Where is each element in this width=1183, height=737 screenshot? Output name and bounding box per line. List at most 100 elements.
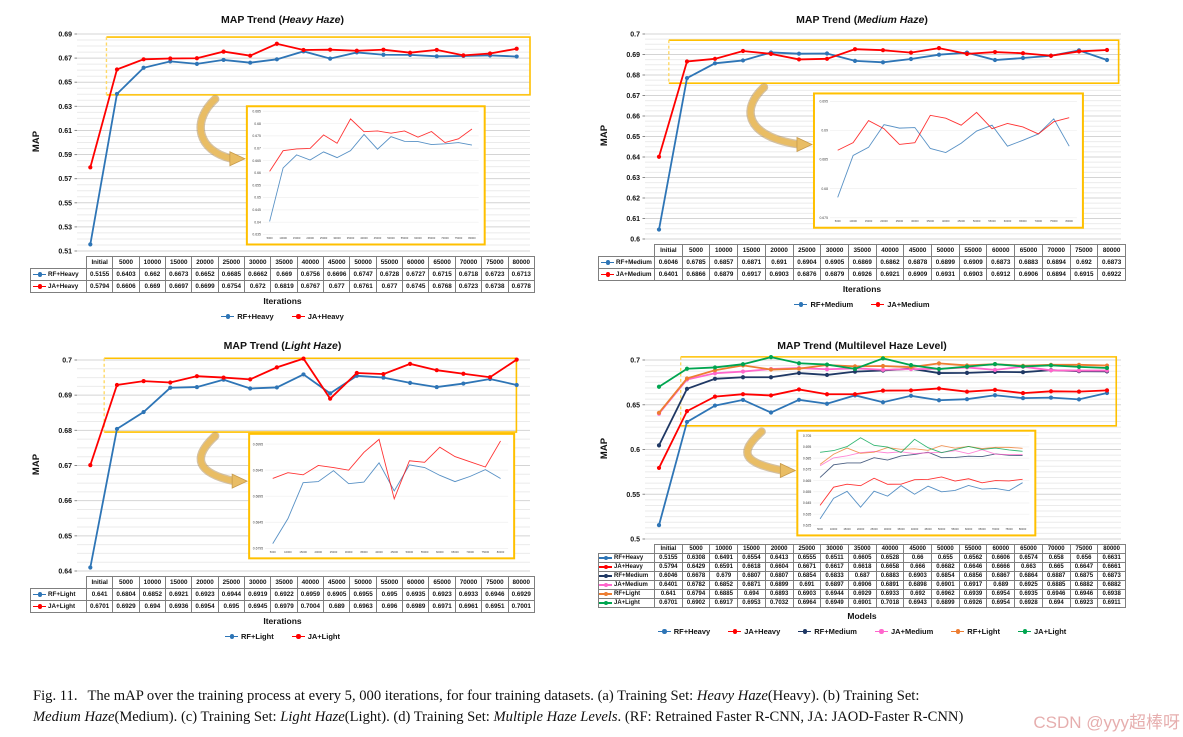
table-cell: 0.6785 bbox=[681, 256, 711, 269]
svg-text:0.7: 0.7 bbox=[62, 358, 72, 365]
svg-text:0.63: 0.63 bbox=[58, 104, 72, 111]
table-cell: 0.6767 bbox=[296, 280, 325, 293]
y-axis-label: MAP bbox=[599, 124, 610, 146]
table-row: JA+Light 0.6701 0.6929 0.694 0.6936 0.6954 0.6… bbox=[30, 600, 535, 613]
svg-text:65000: 65000 bbox=[1019, 219, 1027, 223]
svg-text:0.675: 0.675 bbox=[252, 134, 261, 138]
series-marker-icon bbox=[657, 629, 671, 635]
svg-text:65000: 65000 bbox=[978, 527, 986, 531]
column-header: 45000 bbox=[323, 576, 351, 589]
table-cell: 0.6882 bbox=[1069, 580, 1099, 590]
table-row: RF+Light 0.641 0.6794 0.6885 0.694 0.6893 0.69… bbox=[598, 589, 1126, 599]
table-cell: 0.6574 bbox=[1014, 553, 1043, 563]
table-cell: 0.6715 bbox=[428, 268, 456, 281]
svg-text:45000: 45000 bbox=[390, 550, 398, 554]
column-header: 60000 bbox=[986, 244, 1016, 257]
table-cell: 0.6661 bbox=[1097, 562, 1126, 572]
table-corner-cell bbox=[599, 245, 655, 257]
table-header-row: Initial 5000 10000 15000 20000 25000 30000 3500… bbox=[599, 244, 1126, 257]
column-header: 25000 bbox=[792, 244, 822, 257]
svg-text:20000: 20000 bbox=[880, 219, 888, 223]
table-cell: 0.6864 bbox=[1014, 571, 1043, 581]
svg-text:0.68: 0.68 bbox=[821, 187, 828, 191]
series-marker-icon bbox=[599, 591, 612, 597]
table-cell: 0.6871 bbox=[737, 580, 766, 590]
svg-text:35000: 35000 bbox=[360, 550, 368, 554]
svg-text:0.635: 0.635 bbox=[803, 512, 812, 516]
table-cell: 0.6903 bbox=[958, 268, 988, 281]
column-header: 65000 bbox=[1014, 544, 1043, 554]
legend-item: RF+Light bbox=[225, 632, 274, 641]
column-header: 55000 bbox=[958, 244, 988, 257]
table-cell: 0.6882 bbox=[1097, 580, 1126, 590]
table-cell: 0.6429 bbox=[681, 562, 711, 572]
svg-text:0.66: 0.66 bbox=[58, 498, 72, 505]
table-cell: 0.7001 bbox=[507, 600, 535, 613]
table-cell: 0.6662 bbox=[244, 268, 272, 281]
column-header: 80000 bbox=[1097, 544, 1126, 554]
table-cell: 0.6905 bbox=[820, 256, 849, 269]
table-cell: 0.6491 bbox=[709, 553, 739, 563]
table-cell: 0.6606 bbox=[112, 280, 140, 293]
svg-text:0.5: 0.5 bbox=[630, 537, 640, 543]
svg-text:65000: 65000 bbox=[428, 236, 436, 240]
svg-text:55000: 55000 bbox=[988, 219, 996, 223]
table-cell: 0.6944 bbox=[820, 589, 849, 599]
title-text: ) bbox=[337, 340, 342, 352]
table-cell: 0.672 bbox=[244, 280, 272, 293]
title-italic: Medium Haze bbox=[857, 14, 925, 26]
chart-legend: RF+Heavy JA+Heavy RF+Medium JA+Medium RF+Lig… bbox=[598, 627, 1126, 636]
table-cell: 0.6862 bbox=[875, 256, 905, 269]
table-cell: 0.6939 bbox=[958, 589, 988, 599]
legend-label: JA+Medium bbox=[887, 300, 930, 309]
column-header: 40000 bbox=[875, 244, 905, 257]
svg-text:30000: 30000 bbox=[911, 219, 919, 223]
table-cell: 0.6917 bbox=[737, 268, 766, 281]
column-header: 15000 bbox=[165, 576, 193, 589]
svg-text:0.685: 0.685 bbox=[803, 456, 812, 460]
svg-text:20000: 20000 bbox=[315, 550, 323, 554]
column-header: 70000 bbox=[1041, 544, 1071, 554]
svg-text:0.685: 0.685 bbox=[819, 158, 828, 162]
column-header: 10000 bbox=[709, 544, 739, 554]
svg-text:0.6995: 0.6995 bbox=[253, 442, 263, 446]
column-header: 55000 bbox=[375, 256, 404, 269]
table-cell: 0.6554 bbox=[737, 553, 766, 563]
column-header: 5000 bbox=[112, 576, 140, 589]
svg-text:15000: 15000 bbox=[299, 550, 307, 554]
svg-text:70000: 70000 bbox=[992, 527, 1000, 531]
title-italic: Heavy Haze bbox=[282, 14, 341, 26]
column-header: 15000 bbox=[737, 244, 766, 257]
table-cell: 0.695 bbox=[217, 600, 246, 613]
svg-text:0.55: 0.55 bbox=[58, 200, 72, 207]
svg-text:0.55: 0.55 bbox=[626, 492, 640, 499]
svg-text:0.64: 0.64 bbox=[58, 569, 72, 575]
table-cell: 0.6658 bbox=[875, 562, 905, 572]
svg-text:0.665: 0.665 bbox=[252, 159, 261, 163]
series-marker-icon bbox=[871, 302, 885, 308]
column-header: 20000 bbox=[191, 576, 219, 589]
column-header: Initial bbox=[654, 544, 683, 554]
svg-text:0.7: 0.7 bbox=[630, 32, 640, 39]
table-cell: 0.6778 bbox=[507, 280, 535, 293]
table-cell: 0.6854 bbox=[792, 571, 822, 581]
svg-text:0.64: 0.64 bbox=[254, 220, 261, 224]
column-header: 35000 bbox=[270, 256, 298, 269]
svg-text:0.67: 0.67 bbox=[254, 146, 261, 150]
series-marker-icon bbox=[728, 629, 742, 635]
svg-text:35000: 35000 bbox=[897, 527, 905, 531]
data-table: Initial 5000 10000 15000 20000 25000 30000 3500… bbox=[30, 576, 535, 613]
column-header: 30000 bbox=[820, 544, 849, 554]
table-cell: 0.6936 bbox=[165, 600, 193, 613]
table-cell: 0.6754 bbox=[217, 280, 246, 293]
chart-title-medium: MAP Trend (Medium Haze) bbox=[598, 12, 1126, 28]
table-cell: 0.669 bbox=[270, 268, 298, 281]
series-marker-icon bbox=[599, 573, 612, 579]
svg-text:0.61: 0.61 bbox=[58, 128, 72, 135]
series-name: RF+Heavy bbox=[48, 271, 79, 278]
series-marker-icon bbox=[1018, 629, 1031, 635]
caption-text: (Heavy). (b) Training Set: bbox=[767, 688, 920, 704]
legend-label: RF+Light bbox=[241, 632, 274, 641]
column-header: 15000 bbox=[737, 544, 766, 554]
table-cell: 0.6794 bbox=[681, 589, 711, 599]
